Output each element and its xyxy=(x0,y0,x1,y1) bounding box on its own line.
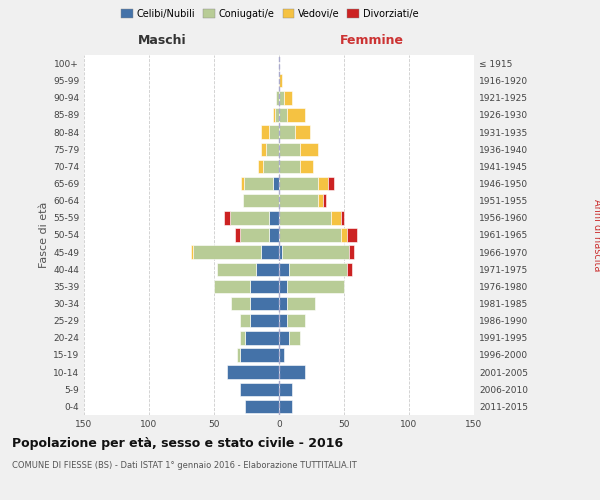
Bar xyxy=(279,74,281,88)
Bar xyxy=(269,126,279,139)
Bar xyxy=(300,160,313,173)
Bar xyxy=(240,228,269,241)
Bar xyxy=(279,331,289,344)
Text: Femmine: Femmine xyxy=(340,34,404,48)
Bar xyxy=(277,91,279,104)
Bar xyxy=(238,348,240,362)
Bar xyxy=(281,246,349,259)
Bar xyxy=(279,246,281,259)
Bar xyxy=(279,297,287,310)
Bar xyxy=(279,108,287,122)
Bar xyxy=(261,126,269,139)
Bar xyxy=(261,246,279,259)
Bar xyxy=(250,314,279,328)
Bar xyxy=(191,246,193,259)
Bar xyxy=(279,262,289,276)
Text: Popolazione per età, sesso e stato civile - 2016: Popolazione per età, sesso e stato civil… xyxy=(12,438,343,450)
Bar xyxy=(341,228,347,241)
Bar xyxy=(250,297,279,310)
Bar xyxy=(279,160,300,173)
Bar xyxy=(279,142,300,156)
Bar xyxy=(349,246,355,259)
Bar xyxy=(258,160,263,173)
Text: Anni di nascita: Anni di nascita xyxy=(592,199,600,271)
Bar xyxy=(245,331,279,344)
Bar xyxy=(284,91,292,104)
Bar xyxy=(341,211,344,224)
Bar xyxy=(295,126,310,139)
Bar xyxy=(279,228,341,241)
Bar xyxy=(214,280,250,293)
Text: Maschi: Maschi xyxy=(137,34,187,48)
Bar xyxy=(272,177,279,190)
Bar xyxy=(269,211,279,224)
Bar xyxy=(287,297,316,310)
Bar xyxy=(347,228,357,241)
Bar xyxy=(250,280,279,293)
Bar xyxy=(287,280,344,293)
Bar xyxy=(279,366,305,379)
Bar xyxy=(300,142,318,156)
Bar xyxy=(231,297,250,310)
Bar xyxy=(275,108,279,122)
Bar xyxy=(328,177,334,190)
Bar xyxy=(240,314,250,328)
Bar xyxy=(279,400,292,413)
Bar xyxy=(279,194,318,207)
Bar xyxy=(230,211,269,224)
Bar xyxy=(347,262,352,276)
Bar xyxy=(279,211,331,224)
Bar xyxy=(289,262,347,276)
Bar xyxy=(279,382,292,396)
Bar xyxy=(287,314,305,328)
Bar xyxy=(279,280,287,293)
Bar xyxy=(279,126,295,139)
Bar xyxy=(287,108,305,122)
Bar xyxy=(240,348,279,362)
Bar xyxy=(279,314,287,328)
Bar xyxy=(331,211,341,224)
Bar xyxy=(261,142,266,156)
Bar xyxy=(263,160,279,173)
Bar xyxy=(289,331,300,344)
Bar xyxy=(269,228,279,241)
Y-axis label: Fasce di età: Fasce di età xyxy=(39,202,49,268)
Bar xyxy=(256,262,279,276)
Bar xyxy=(279,91,284,104)
Legend: Celibi/Nubili, Coniugati/e, Vedovi/e, Divorziati/e: Celibi/Nubili, Coniugati/e, Vedovi/e, Di… xyxy=(118,5,422,22)
Bar xyxy=(279,177,318,190)
Bar xyxy=(240,331,245,344)
Bar xyxy=(227,366,279,379)
Bar xyxy=(245,400,279,413)
Bar xyxy=(279,348,284,362)
Bar xyxy=(272,108,275,122)
Bar xyxy=(323,194,326,207)
Bar xyxy=(318,177,328,190)
Bar xyxy=(240,382,279,396)
Bar xyxy=(235,228,240,241)
Bar xyxy=(241,177,244,190)
Text: COMUNE DI FIESSE (BS) - Dati ISTAT 1° gennaio 2016 - Elaborazione TUTTITALIA.IT: COMUNE DI FIESSE (BS) - Dati ISTAT 1° ge… xyxy=(12,461,357,470)
Bar xyxy=(266,142,279,156)
Bar xyxy=(193,246,261,259)
Bar xyxy=(244,177,272,190)
Bar xyxy=(318,194,323,207)
Bar xyxy=(217,262,256,276)
Bar xyxy=(224,211,230,224)
Bar xyxy=(242,194,279,207)
